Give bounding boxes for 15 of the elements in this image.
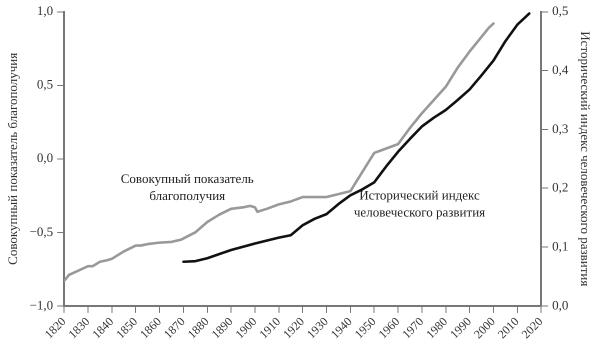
y-tick-label: 0,5 [36,76,54,92]
y2-tick-label: 0,1 [552,238,568,254]
y2-tick-label: 0,0 [552,297,568,312]
y-axis-title: Совокупный показатель благополучия [5,52,20,265]
y2-tick-label: 0,2 [552,180,568,195]
y-tick-label: −1,0 [30,297,54,312]
y2-tick-label: 0,4 [552,62,569,78]
y-tick-label: −0,5 [30,224,54,239]
y2-axis-title: Исторический индекс человеческого развития [578,31,593,286]
y2-tick-label: 0,5 [552,3,568,18]
y-tick-label: 0,0 [36,150,54,166]
annotation: Совокупный показатель благополучия [120,171,254,204]
annotation: Исторический индекс человеческого развития [354,187,486,220]
y2-tick-label: 0,3 [552,120,568,136]
y-tick-label: 1,0 [36,3,54,18]
